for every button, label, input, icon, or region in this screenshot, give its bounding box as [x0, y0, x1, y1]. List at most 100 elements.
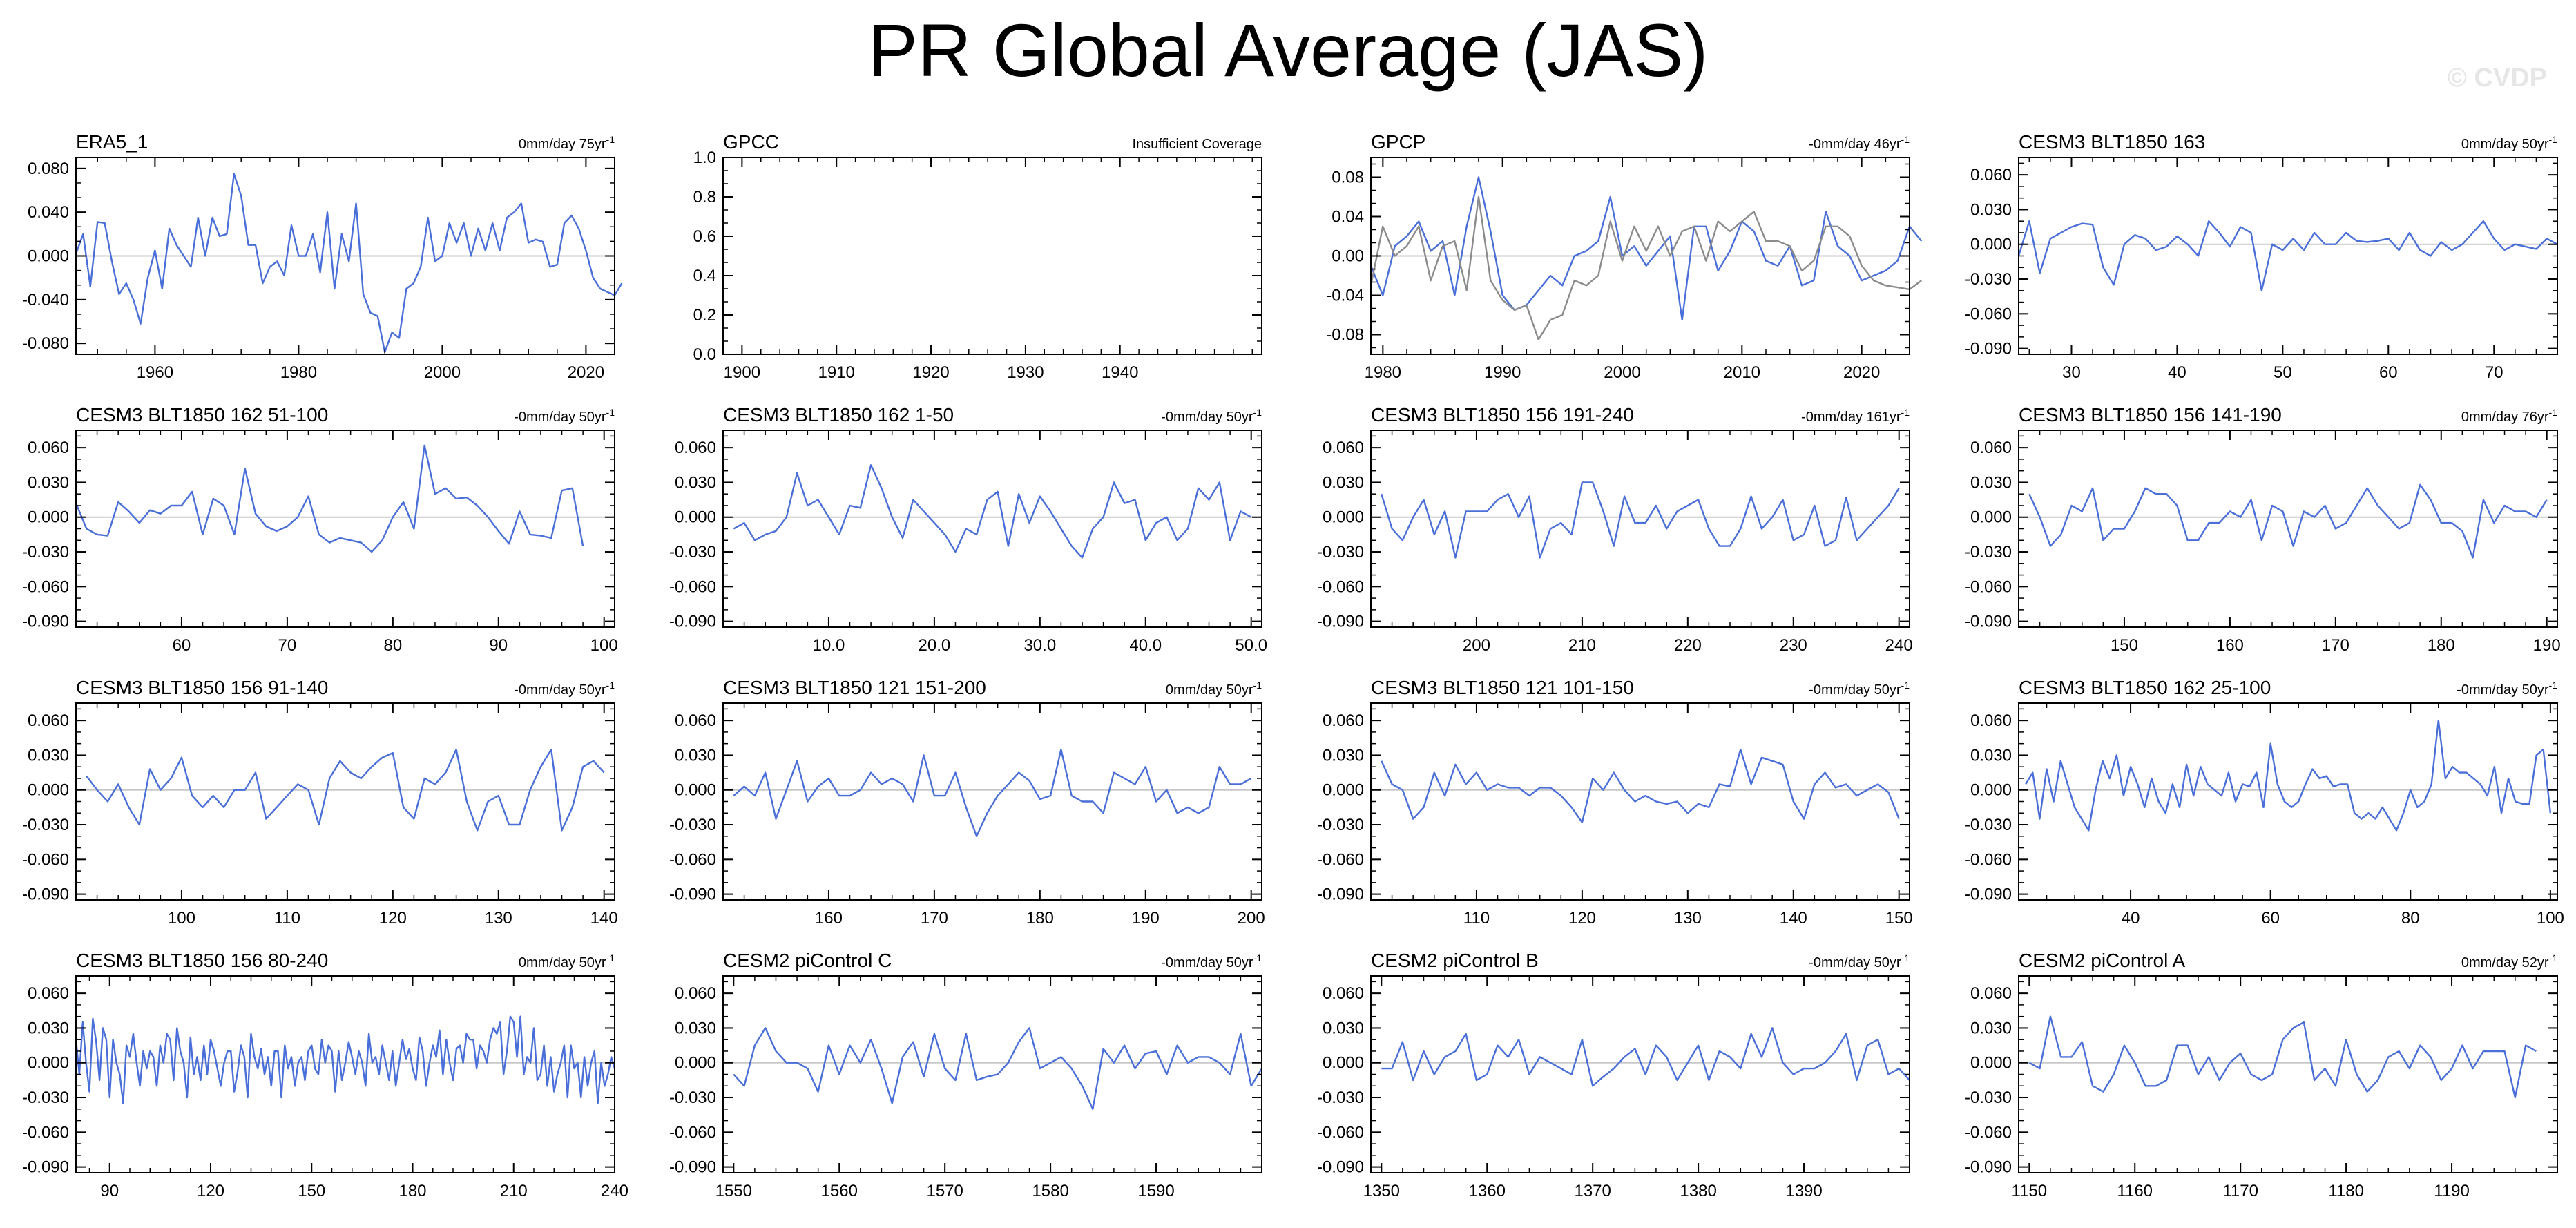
x-tick-label: 150: [1885, 909, 1913, 928]
y-tick-label: 0.000: [28, 508, 69, 527]
y-tick-label: 0.2: [693, 306, 716, 325]
panel-8: -0.090 -0.060 -0.030 0.000 0.030 0.060 150 160 1…: [1965, 404, 2561, 655]
x-tick-label: 50: [2274, 363, 2292, 382]
x-tick-label: 1190: [2434, 1182, 2470, 1200]
x-tick-label: 1390: [1785, 1182, 1822, 1200]
y-tick-label: -0.090: [669, 1158, 716, 1177]
x-tick-label: 210: [1568, 636, 1596, 655]
x-tick-label: 200: [1463, 636, 1490, 655]
panel-2: 0.0 0.2 0.4 0.6 0.8 1.0 1900 1910 1920 1930 1940 GP…: [693, 131, 1262, 382]
x-tick-label: 1960: [137, 363, 173, 382]
page-title: PR Global Average (JAS): [867, 8, 1709, 92]
panel-trend: -0mm/day 161yr-1: [1801, 407, 1910, 425]
y-tick-label: -0.060: [22, 1123, 69, 1142]
panel-trend: -0mm/day 50yr-1: [1809, 680, 1910, 698]
y-tick-label: 0.0: [693, 345, 716, 364]
y-tick-label: 0.030: [1970, 200, 2012, 219]
panel-12: -0.090 -0.060 -0.030 0.000 0.030 0.060 40 60 80 1…: [1965, 677, 2564, 928]
y-tick-label: -0.090: [669, 613, 716, 631]
x-tick-label: 100: [2537, 909, 2564, 928]
x-tick-label: 80: [383, 636, 402, 655]
y-tick-label: -0.090: [1965, 885, 2012, 904]
y-tick-label: 0.060: [28, 711, 69, 730]
y-tick-label: 0.060: [28, 984, 69, 1003]
panel-6: -0.090 -0.060 -0.030 0.000 0.030 0.060 10.0 20.…: [669, 404, 1267, 655]
series-line: [1369, 176, 1923, 321]
x-tick-label: 1550: [715, 1182, 752, 1200]
y-tick-label: -0.060: [1317, 850, 1364, 869]
plot-frame: [75, 975, 615, 1173]
x-tick-label: 140: [1780, 909, 1807, 928]
x-tick-label: 70: [278, 636, 297, 655]
x-tick-label: 200: [1238, 909, 1265, 928]
y-tick-label: -0.090: [22, 1158, 69, 1177]
y-tick-label: -0.060: [669, 1123, 716, 1142]
panel-trend: -0mm/day 50yr-1: [2457, 680, 2557, 698]
x-tick-label: 60: [173, 636, 191, 655]
plot-frame: [2018, 157, 2558, 355]
x-tick-label: 240: [1885, 636, 1913, 655]
plot-frame: [1370, 430, 1910, 628]
y-tick-label: -0.030: [669, 543, 716, 562]
y-tick-label: 0.060: [675, 439, 716, 457]
plot-frame: [1370, 975, 1910, 1173]
x-tick-label: 60: [2379, 363, 2398, 382]
y-tick-label: -0.090: [1965, 613, 2012, 631]
x-tick-label: 130: [1674, 909, 1702, 928]
series-line: [1381, 748, 1900, 823]
panel-title: GPCP: [1371, 131, 1425, 153]
x-tick-label: 120: [197, 1182, 224, 1200]
y-tick-label: 0.000: [1970, 508, 2012, 527]
plot-frame: [2018, 975, 2558, 1173]
x-tick-label: 60: [2261, 909, 2280, 928]
panel-trend: -0mm/day 50yr-1: [1809, 952, 1910, 970]
y-tick-label: -0.030: [669, 1088, 716, 1107]
y-tick-label: -0.060: [1965, 577, 2012, 596]
y-tick-label: 0.030: [1323, 473, 1364, 492]
y-tick-label: 0.00: [1332, 247, 1364, 266]
x-tick-label: 1360: [1469, 1182, 1506, 1200]
x-tick-label: 1980: [280, 363, 317, 382]
y-tick-label: 0.030: [675, 473, 716, 492]
y-tick-label: -0.090: [1317, 613, 1364, 631]
panel-title: CESM3 BLT1850 156 141-190: [2019, 404, 2282, 425]
x-tick-label: 130: [485, 909, 512, 928]
panel-trend: -0mm/day 46yr-1: [1809, 134, 1910, 152]
series-line: [75, 1015, 616, 1104]
y-tick-label: 0.4: [693, 267, 716, 285]
y-tick-label: 0.030: [1323, 746, 1364, 765]
y-tick-label: 0.000: [1323, 1054, 1364, 1073]
panel-title: CESM3 BLT1850 162 1-50: [723, 404, 954, 425]
y-tick-label: 0.030: [1970, 746, 2012, 765]
x-tick-label: 70: [2485, 363, 2503, 382]
x-tick-label: 1900: [724, 363, 760, 382]
panel-13: -0.090 -0.060 -0.030 0.000 0.030 0.060 90 120 15…: [22, 950, 628, 1200]
x-tick-label: 1150: [2011, 1182, 2047, 1200]
x-tick-label: 90: [100, 1182, 119, 1200]
y-tick-label: 0.08: [1332, 169, 1364, 187]
y-tick-label: -0.060: [22, 577, 69, 596]
y-tick-label: -0.060: [1317, 1123, 1364, 1142]
y-tick-label: -0.090: [669, 885, 716, 904]
x-tick-label: 40: [2122, 909, 2140, 928]
plot-frame: [722, 975, 1262, 1173]
plot-frame: [2018, 702, 2558, 901]
series-line: [733, 1027, 1263, 1111]
x-tick-label: 80: [2401, 909, 2420, 928]
panel-15: -0.090 -0.060 -0.030 0.000 0.030 0.060 1350 136…: [1317, 950, 1910, 1200]
x-tick-label: 1590: [1137, 1182, 1174, 1200]
y-tick-label: -0.030: [669, 816, 716, 834]
x-tick-label: 100: [168, 909, 195, 928]
x-tick-label: 110: [1463, 909, 1490, 928]
y-tick-label: 0.060: [675, 984, 716, 1003]
y-tick-label: 0.000: [675, 781, 716, 800]
series-line: [2028, 1015, 2537, 1099]
y-tick-label: 0.060: [28, 439, 69, 457]
panel-trend: -0mm/day 50yr-1: [1161, 407, 1262, 425]
panel-title: GPCC: [723, 131, 779, 153]
y-tick-label: -0.030: [1317, 1088, 1364, 1107]
y-tick-label: -0.030: [1965, 1088, 2012, 1107]
x-tick-label: 2010: [1724, 363, 1760, 382]
panel-title: CESM2 piControl B: [1371, 950, 1539, 971]
